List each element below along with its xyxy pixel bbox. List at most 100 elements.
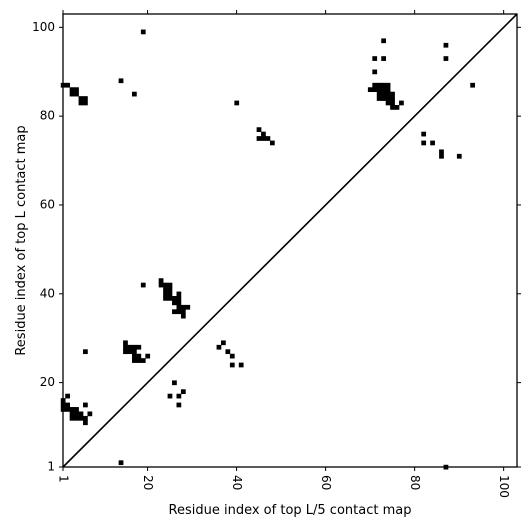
contact-point: [185, 304, 191, 310]
contact-point: [456, 153, 462, 159]
contact-point: [131, 344, 137, 350]
contact-point: [65, 82, 70, 88]
contact-point: [216, 344, 222, 350]
contact-point: [163, 296, 168, 301]
contact-point: [83, 100, 88, 106]
contact-point: [261, 131, 266, 137]
contact-point: [83, 402, 88, 408]
contact-point: [78, 96, 84, 101]
contact-point: [131, 353, 137, 359]
contact-point: [74, 91, 79, 97]
contact-point: [376, 87, 382, 93]
contact-point: [372, 69, 378, 75]
contact-point: [69, 415, 75, 421]
contact-point: [78, 415, 84, 421]
contact-point: [394, 105, 400, 110]
contact-point: [74, 415, 79, 421]
contact-point: [176, 304, 182, 310]
contact-point: [123, 344, 128, 350]
contact-point: [123, 340, 128, 346]
contact-point: [381, 91, 386, 97]
contact-point: [167, 282, 173, 288]
contact-point: [180, 389, 186, 395]
diagonal-line: [62, 13, 518, 468]
contact-point: [140, 358, 146, 363]
contact-point: [372, 82, 378, 88]
contact-point: [127, 349, 133, 355]
contact-point: [83, 349, 88, 355]
contact-point: [421, 131, 427, 137]
contact-point: [234, 100, 240, 106]
contact-point: [390, 96, 395, 101]
contact-point: [238, 362, 244, 368]
contact-point: [74, 411, 79, 417]
contact-point: [167, 393, 173, 399]
contact-point: [131, 91, 137, 97]
contact-point: [180, 309, 186, 315]
contact-point: [172, 380, 177, 386]
contact-point: [421, 140, 427, 146]
contact-point: [176, 300, 182, 306]
y-tick-label: 60: [40, 197, 55, 211]
contact-point: [163, 291, 168, 297]
y-axis-label: Residue index of top L contact map: [14, 125, 29, 355]
contact-point: [367, 87, 373, 93]
contact-point: [180, 313, 186, 319]
contact-point: [158, 278, 164, 283]
contact-point: [385, 91, 391, 97]
contact-point: [65, 393, 70, 399]
contact-point: [83, 96, 88, 101]
x-tick-label: 100: [497, 475, 511, 498]
contact-point: [163, 287, 168, 292]
contact-point: [443, 42, 449, 48]
contact-point: [136, 344, 142, 350]
contact-point: [167, 287, 173, 292]
contact-point: [443, 56, 449, 61]
contact-point: [74, 407, 79, 412]
contact-point: [131, 349, 137, 355]
contact-point: [390, 91, 395, 97]
contact-point: [69, 91, 75, 97]
x-tick-label: 1: [57, 475, 71, 483]
contact-point: [390, 105, 395, 110]
contact-point: [221, 340, 226, 346]
contact-point: [399, 100, 404, 106]
contact-point: [176, 296, 182, 301]
contact-point: [65, 402, 70, 408]
contact-point: [265, 136, 271, 141]
contact-point: [172, 296, 177, 301]
x-axis-label: Residue index of top L/5 contact map: [169, 503, 412, 518]
contact-point: [269, 140, 275, 146]
x-tick-label: 60: [319, 475, 333, 490]
contact-point: [78, 411, 84, 417]
contact-point: [372, 87, 378, 93]
x-tick-label: 40: [230, 475, 244, 490]
contact-point: [65, 407, 70, 412]
contact-point: [430, 140, 435, 146]
contact-point: [376, 96, 382, 101]
contact-point: [69, 407, 75, 412]
y-tick-label: 1: [47, 460, 55, 474]
contact-point: [390, 100, 395, 106]
contact-point: [385, 96, 391, 101]
contact-point: [261, 136, 266, 141]
contact-point: [376, 91, 382, 97]
contact-point: [127, 344, 133, 350]
contact-point: [470, 82, 476, 88]
contact-point: [381, 38, 386, 44]
plot-frame: [62, 13, 518, 468]
contact-point: [118, 460, 124, 466]
contact-point: [176, 393, 182, 399]
contact-point: [176, 291, 182, 297]
contact-point: [229, 362, 235, 368]
contact-point: [172, 309, 177, 315]
contact-point: [118, 78, 124, 84]
y-tick-label: 40: [40, 286, 55, 300]
contact-point: [140, 29, 146, 35]
contact-point: [136, 353, 142, 359]
contact-point: [74, 87, 79, 93]
contact-point: [163, 282, 168, 288]
contact-point: [180, 304, 186, 310]
